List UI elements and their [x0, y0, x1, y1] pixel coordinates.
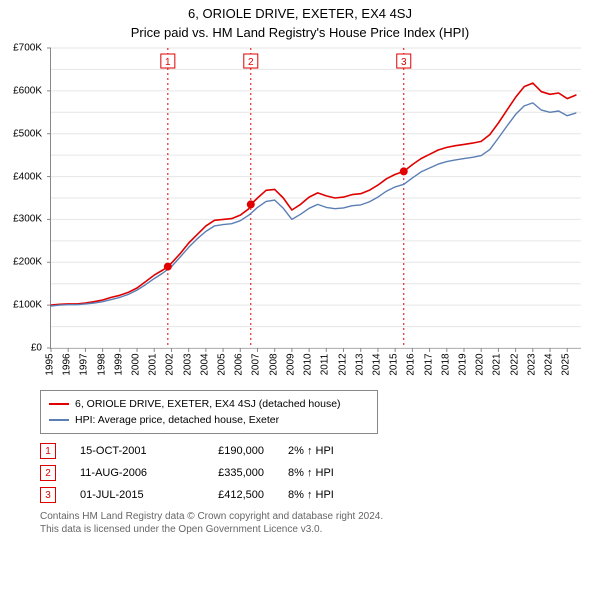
marker-table-row: 2 11-AUG-2006 £335,000 8% ↑ HPI [40, 462, 560, 484]
y-tick-label: £400K [13, 171, 42, 182]
marker-table-row: 1 15-OCT-2001 £190,000 2% ↑ HPI [40, 440, 560, 462]
marker-table-row: 3 01-JUL-2015 £412,500 8% ↑ HPI [40, 484, 560, 506]
event-marker-box: 3 [397, 54, 411, 68]
marker-pct: 8% ↑ HPI [288, 467, 378, 479]
y-tick-label: £300K [13, 214, 42, 225]
footer-line-2: This data is licensed under the Open Gov… [40, 523, 560, 536]
svg-text:2: 2 [248, 57, 254, 68]
legend-swatch [49, 419, 69, 421]
event-marker-box: 2 [244, 54, 258, 68]
address-title: 6, ORIOLE DRIVE, EXETER, EX4 4SJ [0, 6, 600, 21]
x-tick-label: 2023 [526, 353, 537, 375]
x-tick-label: 2005 [217, 353, 228, 375]
y-tick-label: £600K [13, 85, 42, 96]
subtitle: Price paid vs. HM Land Registry's House … [0, 25, 600, 40]
legend-item: 6, ORIOLE DRIVE, EXETER, EX4 4SJ (detach… [49, 396, 369, 412]
x-tick-label: 2012 [337, 353, 348, 375]
x-tick-label: 1999 [113, 353, 124, 375]
x-tick-label: 2013 [354, 353, 365, 375]
x-tick-label: 2002 [165, 353, 176, 375]
marker-date: 11-AUG-2006 [80, 467, 170, 479]
x-tick-label: 2020 [475, 353, 486, 375]
x-tick-label: 2006 [234, 353, 245, 375]
event-marker-box: 1 [161, 54, 175, 68]
y-tick-label: £100K [13, 300, 42, 311]
page: 6, ORIOLE DRIVE, EXETER, EX4 4SJ Price p… [0, 0, 600, 536]
marker-price: £412,500 [194, 489, 264, 501]
footer: Contains HM Land Registry data © Crown c… [40, 510, 560, 536]
svg-text:3: 3 [401, 57, 407, 68]
x-tick-label: 1996 [62, 353, 73, 375]
title-block: 6, ORIOLE DRIVE, EXETER, EX4 4SJ Price p… [0, 0, 600, 44]
x-tick-label: 2011 [320, 354, 331, 376]
legend-label: 6, ORIOLE DRIVE, EXETER, EX4 4SJ (detach… [75, 396, 341, 412]
marker-number-box: 2 [40, 465, 56, 481]
marker-pct: 2% ↑ HPI [288, 445, 378, 457]
legend: 6, ORIOLE DRIVE, EXETER, EX4 4SJ (detach… [40, 390, 378, 434]
marker-table: 1 15-OCT-2001 £190,000 2% ↑ HPI 2 11-AUG-2006… [40, 440, 560, 506]
marker-date: 15-OCT-2001 [80, 445, 170, 457]
y-tick-label: £500K [13, 128, 42, 139]
y-tick-label: £200K [13, 257, 42, 268]
x-tick-label: 2021 [492, 353, 503, 375]
x-tick-label: 2022 [509, 353, 520, 375]
x-tick-label: 2009 [285, 353, 296, 375]
marker-number-box: 1 [40, 443, 56, 459]
x-tick-label: 2018 [440, 353, 451, 375]
marker-price: £190,000 [194, 445, 264, 457]
marker-pct: 8% ↑ HPI [288, 489, 378, 501]
y-tick-label: £0 [31, 343, 42, 354]
chart: 1 2 3 £0 £100K £200K £300K £400K £500K £600K £700… [10, 44, 590, 384]
x-tick-label: 2008 [268, 353, 279, 375]
legend-swatch [49, 403, 69, 405]
legend-label: HPI: Average price, detached house, Exet… [75, 412, 279, 428]
y-tick-label: £700K [13, 43, 42, 54]
x-tick-label: 2019 [457, 353, 468, 375]
x-tick-label: 2001 [148, 353, 159, 375]
x-tick-label: 2003 [182, 353, 193, 375]
x-tick-label: 2000 [131, 353, 142, 375]
marker-number-box: 3 [40, 487, 56, 503]
x-tick-label: 2015 [389, 353, 400, 375]
x-tick-label: 2016 [406, 353, 417, 375]
marker-price: £335,000 [194, 467, 264, 479]
x-tick-label: 1998 [96, 353, 107, 375]
x-tick-label: 1995 [45, 353, 56, 375]
marker-date: 01-JUL-2015 [80, 489, 170, 501]
x-tick-label: 2025 [561, 353, 572, 375]
x-tick-label: 1997 [79, 353, 90, 375]
x-tick-label: 2024 [544, 353, 555, 375]
x-tick-label: 2004 [199, 353, 210, 375]
plot-area: 1 2 3 [50, 48, 581, 349]
legend-item: HPI: Average price, detached house, Exet… [49, 412, 369, 428]
svg-text:1: 1 [165, 57, 171, 68]
x-tick-label: 2017 [423, 353, 434, 375]
footer-line-1: Contains HM Land Registry data © Crown c… [40, 510, 560, 523]
x-tick-label: 2010 [303, 353, 314, 375]
x-tick-label: 2014 [371, 353, 382, 375]
x-tick-label: 2007 [251, 353, 262, 375]
